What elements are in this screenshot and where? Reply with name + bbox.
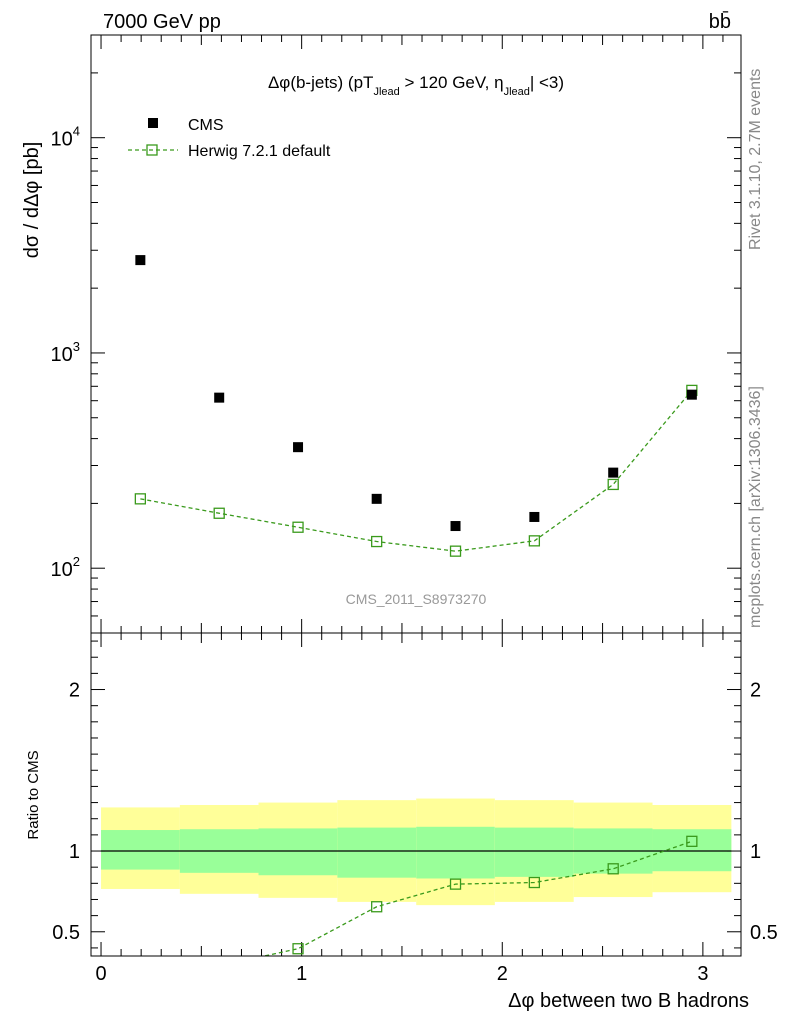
- main-ylabel: dσ / dΔφ [pb]: [21, 142, 43, 259]
- x-tick-label: 2: [497, 963, 508, 985]
- header-left: 7000 GeV pp: [103, 11, 221, 33]
- legend: CMS Herwig 7.2.1 default: [128, 117, 331, 160]
- ratio-herwig-point: [528, 876, 541, 889]
- ratio-axes: 0.5 0.5 1 1 2 2 0 1 2 3: [52, 633, 778, 985]
- ratio-y-tick-label-left: 1: [69, 841, 80, 863]
- legend-cms-marker: [148, 118, 158, 128]
- band-inner: [101, 830, 180, 870]
- cms-point: [529, 511, 540, 522]
- x-tick-label: 1: [296, 963, 307, 985]
- band-inner: [416, 826, 495, 879]
- cms-point: [686, 389, 697, 400]
- ratio-y-tick-label-left: 2: [69, 680, 80, 702]
- herwig-point: [371, 535, 383, 548]
- ratio-y-tick-label-right: 2: [750, 680, 761, 702]
- ratio-herwig-point: [371, 901, 383, 913]
- y-tick-label: 102: [51, 554, 80, 581]
- cms-point: [293, 442, 304, 453]
- band-inner: [337, 827, 417, 878]
- x-tick-label: 3: [697, 963, 708, 985]
- y-tick-label: 104: [51, 124, 80, 151]
- herwig-point: [528, 535, 541, 547]
- y-tick-label: 103: [51, 339, 80, 366]
- ratio-frame: [90, 632, 742, 957]
- band-inner: [652, 829, 732, 872]
- ratio-herwig-point: [292, 943, 304, 955]
- band-inner: [494, 827, 574, 877]
- cms-point: [214, 392, 225, 403]
- herwig-point: [134, 493, 147, 505]
- legend-herwig-marker: [146, 144, 158, 156]
- main-panel: 102 103 104 Δφ(b-jets) (pTJlead > 120 GeV,…: [21, 34, 742, 634]
- herwig-point: [292, 521, 304, 533]
- header-right: bb̄: [709, 10, 731, 33]
- herwig-line: [140, 389, 693, 552]
- ratio-ylabel: Ratio to CMS: [25, 750, 42, 839]
- x-tick-label: 0: [95, 963, 106, 985]
- cms-point: [135, 255, 146, 266]
- ratio-herwig-point: [449, 878, 462, 890]
- ratio-y-tick-label-left: 0.5: [52, 922, 80, 944]
- legend-cms-label: CMS: [188, 117, 224, 134]
- cms-point: [371, 493, 382, 504]
- mcplots-label: mcplots.cern.ch [arXiv:1306.3436]: [747, 386, 764, 628]
- main-series: [134, 255, 698, 557]
- ratio-herwig-line: [261, 840, 693, 956]
- ratio-y-tick-label-right: 1: [750, 841, 761, 863]
- ratio-herwig-point: [214, 961, 224, 971]
- ratio-herwig-point: [686, 835, 698, 847]
- x-axis-label: Δφ between two B hadrons: [508, 990, 749, 1012]
- main-title: Δφ(b-jets) (pTJlead > 120 GeV, ηJlead| <…: [268, 73, 564, 98]
- ratio-herwig-point: [135, 995, 145, 1005]
- rivet-label: Rivet 3.1.10, 2.7M events: [747, 69, 764, 250]
- ratio-herwig-point: [607, 863, 619, 875]
- ratio-series: [135, 835, 698, 1005]
- herwig-point: [607, 478, 619, 491]
- herwig-point: [449, 545, 462, 557]
- main-axes: 102 103 104: [51, 34, 741, 634]
- cms-point: [608, 467, 619, 478]
- analysis-watermark: CMS_2011_S8973270: [346, 591, 487, 607]
- ratio-y-tick-label-right: 0.5: [750, 922, 778, 944]
- cms-point: [450, 521, 461, 532]
- ratio-bands: [101, 798, 732, 906]
- legend-herwig-label: Herwig 7.2.1 default: [188, 143, 331, 160]
- herwig-point: [213, 507, 225, 519]
- ratio-panel: 0.5 0.5 1 1 2 2 0 1 2 3 Ratio to CMS Δφ between t…: [25, 632, 778, 1012]
- band-inner: [258, 828, 338, 876]
